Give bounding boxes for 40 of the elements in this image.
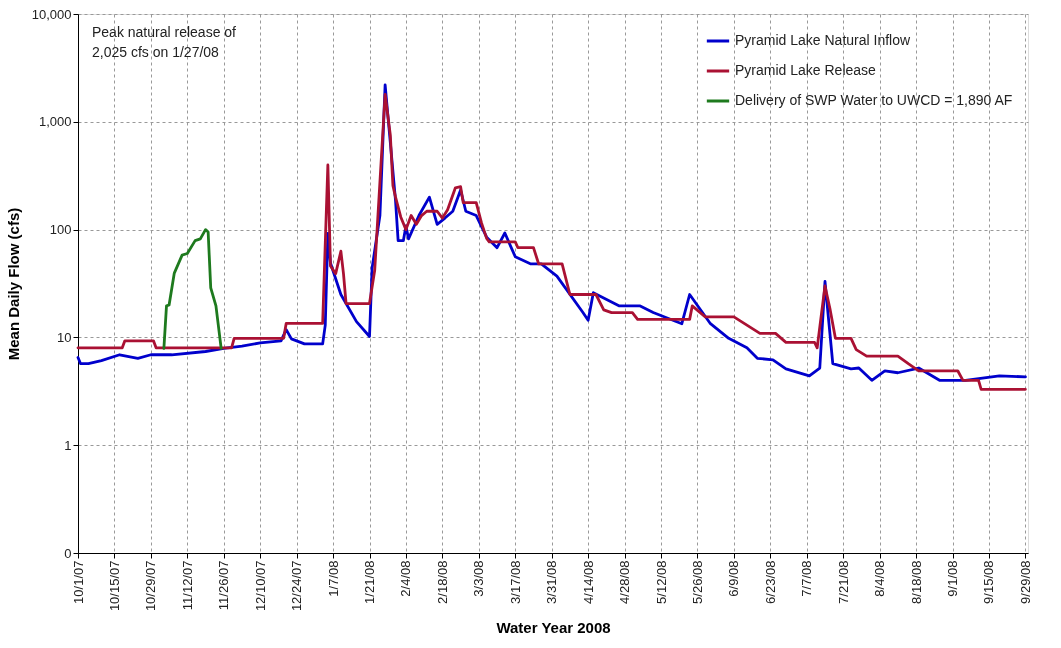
x-tick-label: 1/21/08: [362, 560, 378, 604]
x-tick-label: 12/10/07: [252, 560, 268, 612]
x-tick-label: 3/17/08: [507, 560, 523, 604]
x-axis-title: Water Year 2008: [496, 619, 611, 637]
x-tick-label: 2/4/08: [398, 560, 414, 597]
legend-label: Pyramid Lake Natural Inflow: [735, 32, 911, 48]
x-tick-label: 12/24/07: [289, 560, 305, 612]
x-tick-label: 4/28/08: [617, 560, 633, 604]
x-tick-label: 10/29/07: [143, 560, 159, 612]
x-tick-label: 7/7/08: [799, 560, 815, 597]
x-tick-label: 9/1/08: [945, 560, 961, 597]
x-tick-label: 10/15/07: [106, 560, 122, 612]
x-tick-label: 6/23/08: [762, 560, 778, 604]
x-tick-label: 8/18/08: [908, 560, 924, 604]
x-tick-label: 9/15/08: [981, 560, 997, 604]
line-series: [162, 228, 223, 350]
x-tick-label: 11/26/07: [216, 560, 232, 611]
y-axis-title: Mean Daily Flow (cfs): [4, 207, 22, 361]
x-tick-label: 1/7/08: [325, 560, 341, 597]
x-tick-label: 4/14/08: [580, 560, 596, 604]
y-tick-label: 10,000: [31, 6, 72, 22]
legend-label: Pyramid Lake Release: [735, 62, 877, 78]
y-tick-label: 10: [57, 329, 72, 345]
x-tick-label: 5/12/08: [653, 560, 669, 604]
x-tick-label: 10/1/07: [70, 560, 86, 604]
x-tick-label: 9/29/08: [1017, 560, 1033, 604]
x-tick-label: 6/9/08: [726, 560, 742, 597]
y-tick-label: 1: [64, 437, 72, 453]
x-tick-label: 3/31/08: [544, 560, 560, 604]
annotation: Peak natural release of 2,025 cfs on 1/27/08: [92, 24, 237, 60]
x-tick-label: 5/26/08: [689, 560, 705, 604]
x-tick-label: 11/12/07: [179, 560, 195, 611]
x-tick-label: 8/4/08: [872, 560, 888, 597]
y-tick-label: 100: [49, 222, 72, 238]
x-tick-label: 3/3/08: [471, 560, 487, 597]
legend-label: Delivery of SWP Water to UWCD = 1,890 AF: [735, 92, 1013, 108]
x-tick-label: 7/21/08: [835, 560, 851, 604]
y-tick-label: 1,000: [38, 114, 72, 130]
y-tick-label: 0: [64, 545, 72, 561]
x-tick-label: 2/18/08: [434, 560, 450, 604]
